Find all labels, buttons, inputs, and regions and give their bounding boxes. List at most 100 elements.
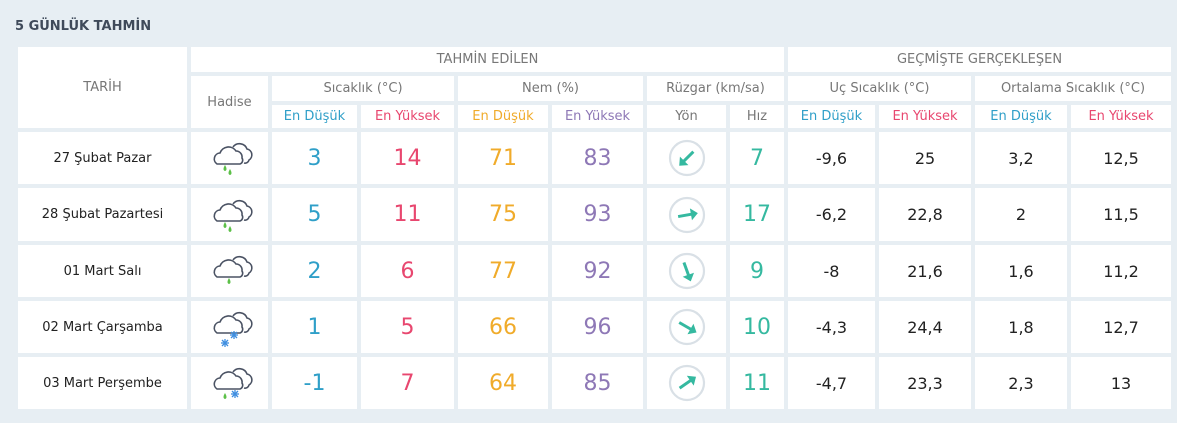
wind-direction-arrow-icon xyxy=(668,252,705,290)
extreme-high-value: 25 xyxy=(914,148,936,168)
average-low: 3,2 xyxy=(975,132,1067,184)
snow-cloud-icon xyxy=(213,311,253,347)
extreme-high: 24,4 xyxy=(879,301,971,353)
humidity-high-value: 92 xyxy=(583,258,612,284)
date-cell: 27 Şubat Pazar xyxy=(18,132,187,184)
average-high-value: 12,7 xyxy=(1103,317,1139,337)
temp-high-value: 14 xyxy=(393,145,422,171)
humidity-high-value: 93 xyxy=(583,202,612,227)
event-cell xyxy=(191,188,268,241)
humidity-low-value: 66 xyxy=(489,314,517,340)
temp-low: 5 xyxy=(272,188,357,241)
temp-low-value: 2 xyxy=(307,258,322,284)
temp-high: 7 xyxy=(361,357,454,409)
extreme-high-value: 23,3 xyxy=(907,373,943,393)
average-low-value: 2,3 xyxy=(1008,373,1034,393)
wind-speed-value: 11 xyxy=(743,370,771,396)
header-extreme: Uç Sıcaklık (°C) xyxy=(788,76,971,101)
header-temp: Sıcaklık (°C) xyxy=(272,76,454,101)
humidity-high: 85 xyxy=(552,357,643,409)
extreme-high: 21,6 xyxy=(879,245,971,297)
date-text: 27 Şubat Pazar xyxy=(53,150,152,166)
temp-high-value: 7 xyxy=(400,370,415,396)
temp-high: 6 xyxy=(361,245,454,297)
humidity-high-value: 83 xyxy=(583,145,612,171)
extreme-high-value: 21,6 xyxy=(907,261,943,281)
date-cell: 03 Mart Perşembe xyxy=(18,357,187,409)
humidity-low-value: 64 xyxy=(489,370,517,396)
wind-direction xyxy=(647,301,726,353)
temp-high: 11 xyxy=(361,188,454,241)
extreme-low: -4,7 xyxy=(788,357,875,409)
header-temp-high: En Yüksek xyxy=(361,105,454,128)
header-average-high: En Yüksek xyxy=(1071,105,1171,128)
temp-low-value: 1 xyxy=(307,314,322,340)
header-hum-high: En Yüksek xyxy=(552,105,643,128)
header-humidity: Nem (%) xyxy=(458,76,643,101)
humidity-high: 96 xyxy=(552,301,643,353)
temp-low: 1 xyxy=(272,301,357,353)
humidity-high-value: 96 xyxy=(583,314,612,340)
humidity-high-value: 85 xyxy=(583,370,612,396)
temp-high-value: 6 xyxy=(400,258,415,284)
sleet-cloud-icon xyxy=(213,367,253,399)
temp-high: 5 xyxy=(361,301,454,353)
wind-direction-arrow-icon xyxy=(668,364,705,402)
extreme-low: -6,2 xyxy=(788,188,875,241)
header-extreme-high: En Yüksek xyxy=(879,105,971,128)
header-hum-low: En Düşük xyxy=(458,105,548,128)
wind-speed-value: 9 xyxy=(750,258,764,284)
wind-speed: 10 xyxy=(730,301,784,353)
temp-high-value: 11 xyxy=(393,202,422,227)
header-date: TARİH xyxy=(18,47,187,128)
average-high-value: 11,5 xyxy=(1103,205,1139,224)
extreme-low-value: -4,3 xyxy=(815,317,848,337)
average-high: 12,7 xyxy=(1071,301,1171,353)
humidity-high: 83 xyxy=(552,132,643,184)
wind-direction xyxy=(647,245,726,297)
extreme-low-value: -8 xyxy=(823,261,840,281)
average-high: 12,5 xyxy=(1071,132,1171,184)
extreme-low: -8 xyxy=(788,245,875,297)
wind-speed-value: 17 xyxy=(743,202,771,227)
header-average: Ortalama Sıcaklık (°C) xyxy=(975,76,1171,101)
wind-speed: 11 xyxy=(730,357,784,409)
extreme-high-value: 24,4 xyxy=(907,317,943,337)
extreme-high: 23,3 xyxy=(879,357,971,409)
average-high: 13 xyxy=(1071,357,1171,409)
average-low-value: 1,8 xyxy=(1008,317,1034,337)
temp-low: -1 xyxy=(272,357,357,409)
event-cell xyxy=(191,301,268,353)
header-temp-low: En Düşük xyxy=(272,105,357,128)
header-past: GEÇMİŞTE GERÇEKLEŞEN xyxy=(788,47,1171,72)
average-high-value: 13 xyxy=(1110,373,1132,393)
wind-speed-value: 10 xyxy=(743,314,771,340)
wind-speed-value: 7 xyxy=(750,145,764,171)
humidity-low: 77 xyxy=(458,245,548,297)
wind-speed: 7 xyxy=(730,132,784,184)
temp-low: 2 xyxy=(272,245,357,297)
event-cell xyxy=(191,245,268,297)
panel-title: 5 GÜNLÜK TAHMİN xyxy=(15,19,152,34)
temp-low-value: 5 xyxy=(307,202,322,227)
wind-direction xyxy=(647,188,726,241)
date-cell: 28 Şubat Pazartesi xyxy=(18,188,187,241)
average-high: 11,2 xyxy=(1071,245,1171,297)
humidity-low: 64 xyxy=(458,357,548,409)
average-low-value: 2 xyxy=(1015,205,1027,224)
extreme-low-value: -6,2 xyxy=(815,205,848,224)
humidity-low: 66 xyxy=(458,301,548,353)
humidity-low: 71 xyxy=(458,132,548,184)
wind-direction-arrow-icon xyxy=(668,139,705,177)
date-cell: 01 Mart Salı xyxy=(18,245,187,297)
header-wind-speed: Hız xyxy=(730,105,784,128)
humidity-low-value: 77 xyxy=(489,258,517,284)
extreme-high-value: 22,8 xyxy=(907,205,943,224)
average-low: 2,3 xyxy=(975,357,1067,409)
date-text: 28 Şubat Pazartesi xyxy=(41,207,164,222)
event-cell xyxy=(191,132,268,184)
header-event: Hadise xyxy=(191,76,268,128)
header-wind-dir: Yön xyxy=(647,105,726,128)
header-extreme-low: En Düşük xyxy=(788,105,875,128)
